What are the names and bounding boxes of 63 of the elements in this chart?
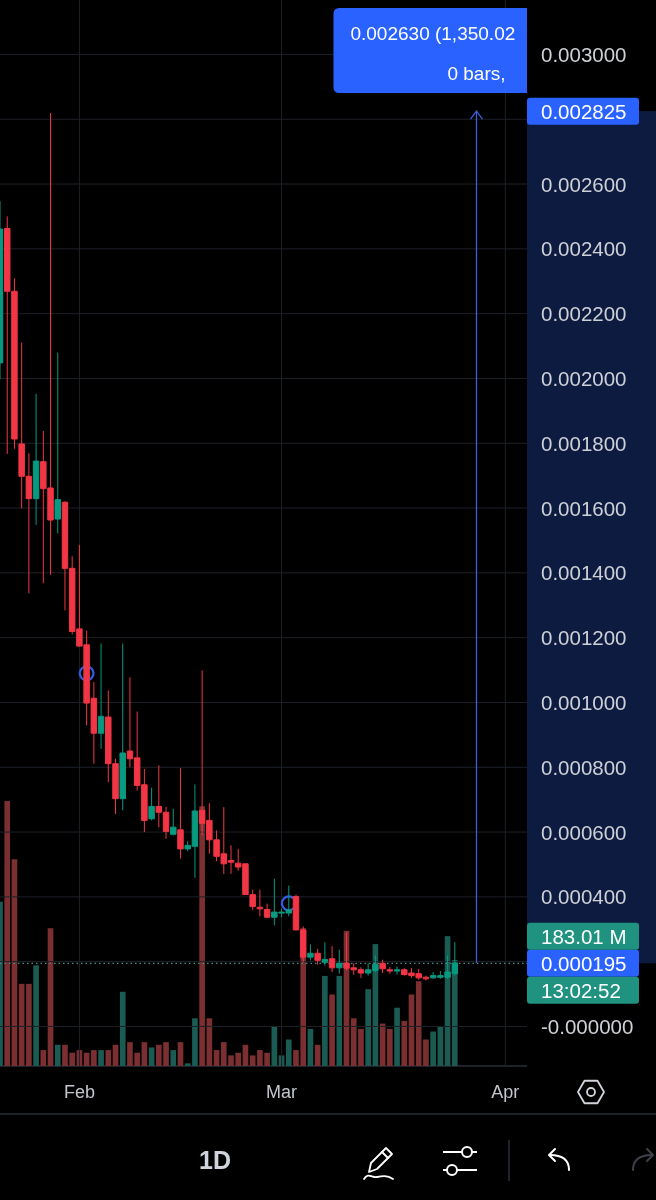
x-tick-label: Feb <box>63 1082 95 1102</box>
candlestick <box>54 352 61 534</box>
bar <box>141 1042 148 1066</box>
candlestick <box>97 642 105 750</box>
candlestick <box>321 941 329 967</box>
text: 13:02:52 <box>541 978 621 1002</box>
y-tick-label: 0.001400 <box>541 561 627 585</box>
bar <box>119 991 126 1066</box>
y-tick-label: 0.002400 <box>541 237 627 261</box>
text: 183.01 M <box>541 924 627 948</box>
bar <box>98 1050 104 1066</box>
bar <box>170 1050 177 1066</box>
annotation: 0.002630 (1,350.02 <box>350 22 516 44</box>
candlestick <box>148 787 155 821</box>
bar <box>40 1050 47 1066</box>
x-tick-label: Mar <box>266 1082 298 1102</box>
bar <box>365 989 371 1066</box>
y-tick-label: 0.001600 <box>541 496 627 520</box>
candlestick <box>393 966 401 976</box>
candlestick <box>379 959 386 974</box>
bar <box>322 975 328 1066</box>
candlestick <box>170 808 177 836</box>
bar <box>387 1028 393 1066</box>
y-tick-label: 0.002600 <box>541 172 627 196</box>
bar <box>285 1039 292 1066</box>
y-tick-label: 0.003000 <box>541 42 627 66</box>
candlestick <box>32 393 40 526</box>
text: 1D <box>199 1146 231 1174</box>
bar <box>336 975 343 1066</box>
candlestick <box>119 642 126 811</box>
text: 0.002825 <box>541 99 627 123</box>
annotation: 0 bars, <box>447 62 506 84</box>
y-tick-label: 0.000800 <box>541 755 627 779</box>
ref-line-label: 0.000195 <box>541 951 627 975</box>
candlestick <box>336 949 343 975</box>
candlestick <box>307 944 314 961</box>
y-tick-label: 0.001800 <box>541 431 627 455</box>
y-tick-label: 0.002000 <box>541 366 627 390</box>
y-tick-label: -0.000000 <box>541 1014 634 1038</box>
bar <box>401 1020 408 1066</box>
candlestick <box>386 966 394 975</box>
bar <box>177 1042 184 1066</box>
candlestick <box>328 945 336 973</box>
y-tick-label: 0.000600 <box>541 820 627 844</box>
bar <box>26 983 32 1066</box>
y-tick-label: 0.001000 <box>541 690 627 714</box>
bar <box>91 1050 97 1066</box>
candlestick <box>177 767 184 860</box>
bar <box>4 801 11 1066</box>
x-tick-label: Apr <box>491 1082 520 1102</box>
bar <box>33 965 39 1066</box>
bar <box>54 1044 61 1066</box>
candlestick <box>314 948 321 966</box>
bar <box>199 806 205 1066</box>
y-tick-label: 0.000400 <box>541 885 627 909</box>
y-tick-label: 0.002200 <box>541 302 627 326</box>
bar <box>394 1007 400 1066</box>
y-tick-label: 0.001200 <box>541 626 627 650</box>
bar <box>430 1031 436 1066</box>
bar <box>249 1055 256 1066</box>
bar <box>329 994 335 1066</box>
bar <box>105 1050 112 1066</box>
bar <box>148 1047 155 1066</box>
